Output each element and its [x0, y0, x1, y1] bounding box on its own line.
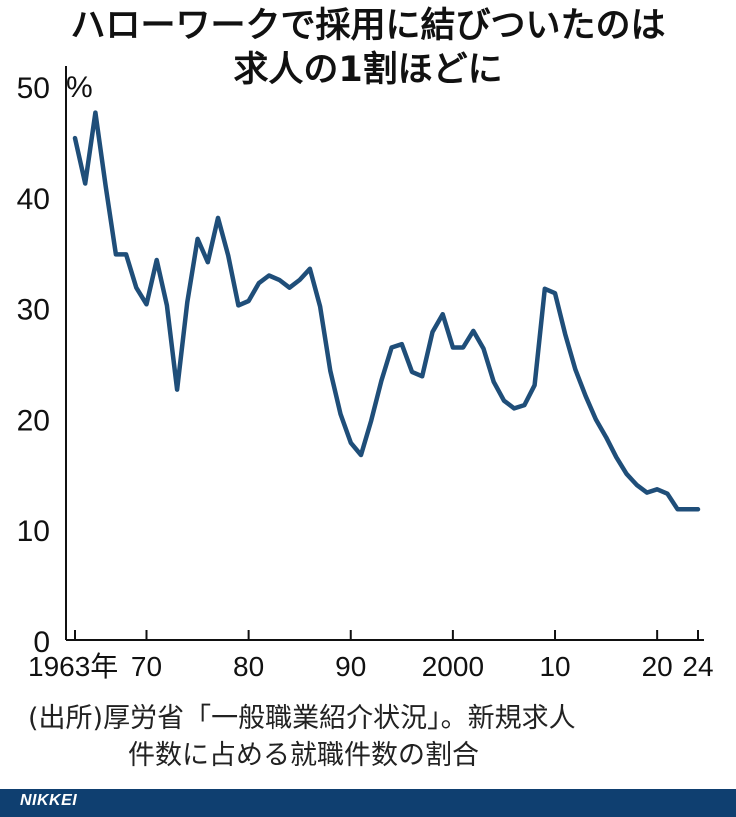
line-chart: 0 10 20 30 40 50 % 1963年 70 80 90 2000 10 20 24 [17, 66, 714, 682]
chart-title-line2: 求人の1割ほどに [233, 50, 503, 90]
source-note-line2: 件数に占める就職件数の割合 [128, 740, 479, 771]
x-tick-label: 10 [539, 651, 570, 682]
source-note-line1: (出所)厚労省「一般職業紹介状況」。新規求人 [28, 703, 576, 734]
footer-bar: NIKKEI [0, 789, 736, 817]
x-tick-label: 1963年 [28, 651, 118, 682]
x-tick-label: 2000 [422, 651, 484, 682]
x-tick-label: 90 [335, 651, 366, 682]
series-line [72, 110, 701, 512]
y-tick-label: 0 [33, 626, 50, 659]
y-tick-label: 20 [17, 404, 50, 437]
y-axis-unit-label: % [66, 71, 93, 104]
x-tick-label: 20 [642, 651, 673, 682]
y-tick-label: 30 [17, 294, 50, 327]
x-tick-label: 70 [131, 651, 162, 682]
chart-title-line1: ハローワークで採用に結びついたのは [70, 6, 666, 46]
y-axis-ticks: 0 10 20 30 40 50 [17, 72, 50, 659]
x-tick-label: 80 [233, 651, 264, 682]
brand-logo: NIKKEI [20, 792, 78, 809]
y-tick-label: 50 [17, 72, 50, 105]
series-points [74, 112, 699, 510]
y-tick-label: 10 [17, 515, 50, 548]
x-tick-label: 24 [682, 651, 713, 682]
x-axis-ticks: 1963年 70 80 90 2000 10 20 24 [28, 630, 714, 682]
y-tick-label: 40 [17, 183, 50, 216]
